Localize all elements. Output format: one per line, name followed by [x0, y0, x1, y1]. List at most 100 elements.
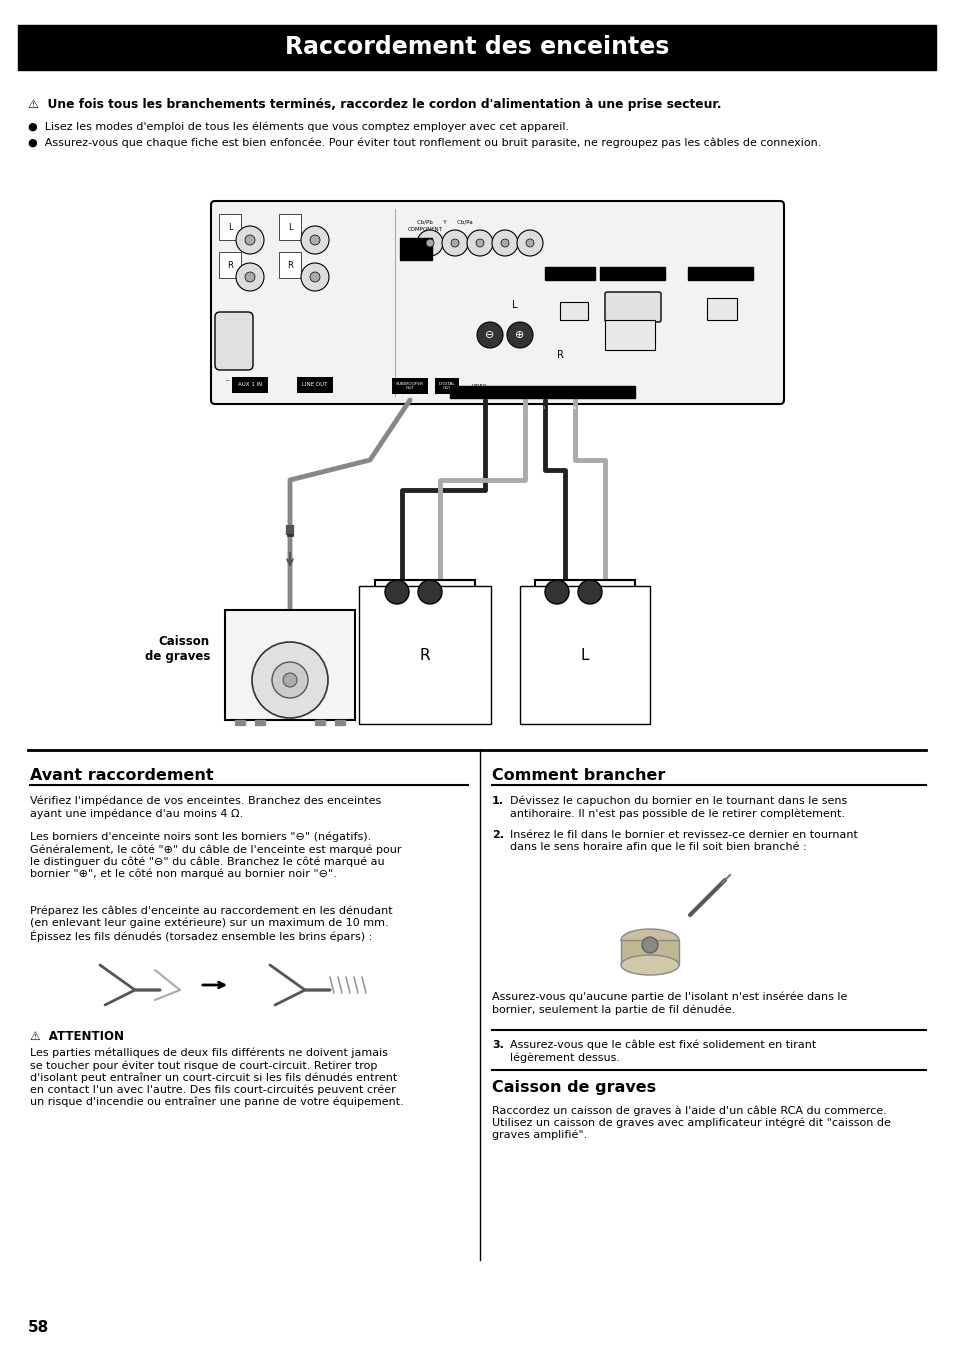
- Text: R: R: [419, 648, 430, 663]
- Text: SPEAKER   (MINUS)       ANTENNA: SPEAKER (MINUS) ANTENNA: [503, 406, 576, 410]
- Bar: [450, 386, 635, 398]
- Bar: [604, 320, 655, 350]
- Text: Caisson
de graves: Caisson de graves: [145, 634, 210, 663]
- Bar: [399, 238, 432, 261]
- Text: 1.: 1.: [492, 796, 503, 806]
- Circle shape: [310, 271, 319, 282]
- Text: Caisson de graves: Caisson de graves: [492, 1080, 656, 1095]
- Circle shape: [517, 230, 542, 256]
- Text: ⊕: ⊕: [425, 587, 435, 597]
- Text: ~ IN: ~ IN: [225, 378, 238, 382]
- Bar: [375, 580, 475, 695]
- Text: Dévissez le capuchon du bornier en le tournant dans le sens
antihoraire. Il n'es: Dévissez le capuchon du bornier en le to…: [510, 796, 846, 818]
- Circle shape: [578, 580, 601, 603]
- Circle shape: [301, 263, 329, 292]
- Circle shape: [245, 235, 254, 244]
- FancyBboxPatch shape: [604, 292, 660, 323]
- Circle shape: [451, 239, 458, 247]
- Circle shape: [476, 239, 483, 247]
- Text: 58: 58: [28, 1320, 50, 1335]
- Circle shape: [441, 230, 468, 256]
- Text: Cb/Pb      Y      Cb/Pa: Cb/Pb Y Cb/Pa: [416, 219, 473, 224]
- Circle shape: [417, 580, 441, 603]
- Ellipse shape: [620, 954, 679, 975]
- Text: VIDEO: VIDEO: [472, 383, 487, 389]
- Text: Assurez-vous que le câble est fixé solidement en tirant
légèrement dessus.: Assurez-vous que le câble est fixé solid…: [510, 1040, 816, 1062]
- Text: ⊖: ⊖: [552, 587, 561, 597]
- Text: R: R: [227, 261, 233, 270]
- Bar: [599, 267, 664, 279]
- Text: 2.: 2.: [492, 830, 503, 840]
- Circle shape: [385, 580, 409, 603]
- Bar: [314, 720, 325, 725]
- Text: ⊖: ⊖: [392, 587, 401, 597]
- Circle shape: [283, 674, 296, 687]
- Circle shape: [506, 323, 533, 348]
- Circle shape: [310, 235, 319, 244]
- Circle shape: [544, 580, 568, 603]
- Text: R: R: [556, 350, 563, 360]
- Circle shape: [235, 225, 264, 254]
- Bar: [335, 720, 345, 725]
- Bar: [559, 302, 587, 320]
- Text: OPTICAL: OPTICAL: [709, 273, 730, 278]
- Text: L: L: [228, 223, 233, 231]
- Circle shape: [426, 239, 434, 247]
- Text: ⊕: ⊕: [585, 587, 594, 597]
- Circle shape: [641, 937, 658, 953]
- Circle shape: [525, 239, 534, 247]
- Circle shape: [500, 239, 509, 247]
- Circle shape: [252, 643, 328, 718]
- Text: Assurez-vous qu'aucune partie de l'isolant n'est insérée dans le
bornier, seulem: Assurez-vous qu'aucune partie de l'isola…: [492, 992, 846, 1015]
- Bar: [225, 610, 355, 720]
- Text: Raccordez un caisson de graves à l'aide d'un câble RCA du commerce.
Utilisez un : Raccordez un caisson de graves à l'aide …: [492, 1106, 890, 1139]
- Circle shape: [492, 230, 517, 256]
- Text: FM  GND  AM: FM GND AM: [606, 320, 652, 325]
- Text: Insérez le fil dans le bornier et revissez-ce dernier en tournant
dans le sens h: Insérez le fil dans le bornier et reviss…: [510, 830, 857, 852]
- FancyBboxPatch shape: [211, 201, 783, 404]
- Circle shape: [235, 263, 264, 292]
- Bar: [535, 580, 635, 695]
- Text: ●  Assurez-vous que chaque fiche est bien enfoncée. Pour éviter tout ronflement : ● Assurez-vous que chaque fiche est bien…: [28, 138, 821, 148]
- Circle shape: [476, 323, 502, 348]
- Text: SUBWOOFER
OUT: SUBWOOFER OUT: [395, 382, 424, 390]
- Bar: [234, 720, 245, 725]
- Text: Les borniers d'enceinte noirs sont les borniers "⊖" (négatifs).
Généralement, le: Les borniers d'enceinte noirs sont les b…: [30, 832, 401, 879]
- Bar: [620, 940, 679, 965]
- Bar: [706, 298, 737, 320]
- Text: LINE OUT: LINE OUT: [302, 382, 327, 387]
- Text: R: R: [287, 261, 293, 270]
- Circle shape: [467, 230, 493, 256]
- Circle shape: [416, 230, 442, 256]
- Text: Comment brancher: Comment brancher: [492, 768, 664, 783]
- Bar: [544, 267, 595, 279]
- Text: COMPONENT: COMPONENT: [407, 227, 442, 232]
- Bar: [254, 720, 265, 725]
- Bar: [18, 26, 935, 70]
- Text: ⊖: ⊖: [485, 329, 495, 340]
- Ellipse shape: [620, 929, 679, 950]
- Text: ⚠  Une fois tous les branchements terminés, raccordez le cordon d'alimentation à: ⚠ Une fois tous les branchements terminé…: [28, 99, 720, 111]
- Circle shape: [272, 662, 308, 698]
- Text: DIGITAL
OUT: DIGITAL OUT: [438, 382, 455, 390]
- Text: Vérifiez l'impédance de vos enceintes. Branchez des enceintes
ayant une impédanc: Vérifiez l'impédance de vos enceintes. B…: [30, 796, 381, 818]
- Text: L: L: [288, 223, 292, 231]
- Text: ⊕: ⊕: [515, 329, 524, 340]
- Text: Les parties métalliques de deux fils différents ne doivent jamais
se toucher pou: Les parties métalliques de deux fils dif…: [30, 1048, 403, 1107]
- Text: L: L: [512, 300, 517, 310]
- Text: Raccordement des enceintes: Raccordement des enceintes: [285, 35, 668, 59]
- Text: ●  Lisez les modes d'emploi de tous les éléments que vous comptez employer avec : ● Lisez les modes d'emploi de tous les é…: [28, 122, 569, 132]
- Circle shape: [245, 271, 254, 282]
- Text: AUX 1 IN: AUX 1 IN: [237, 382, 262, 387]
- Text: iPod: iPod: [564, 273, 575, 278]
- Text: VIDEO
OUT: VIDEO OUT: [408, 248, 423, 259]
- Circle shape: [301, 225, 329, 254]
- Text: HDMI OUT: HDMI OUT: [618, 273, 645, 278]
- Bar: [687, 267, 752, 279]
- FancyBboxPatch shape: [214, 312, 253, 370]
- Text: L: L: [580, 648, 589, 663]
- Text: Préparez les câbles d'enceinte au raccordement en les dénudant
(en enlevant leur: Préparez les câbles d'enceinte au raccor…: [30, 904, 393, 942]
- Text: DIGITAL OUT: DIGITAL OUT: [703, 273, 735, 278]
- Text: 3.: 3.: [492, 1040, 503, 1050]
- Text: ⚠  ATTENTION: ⚠ ATTENTION: [30, 1030, 124, 1044]
